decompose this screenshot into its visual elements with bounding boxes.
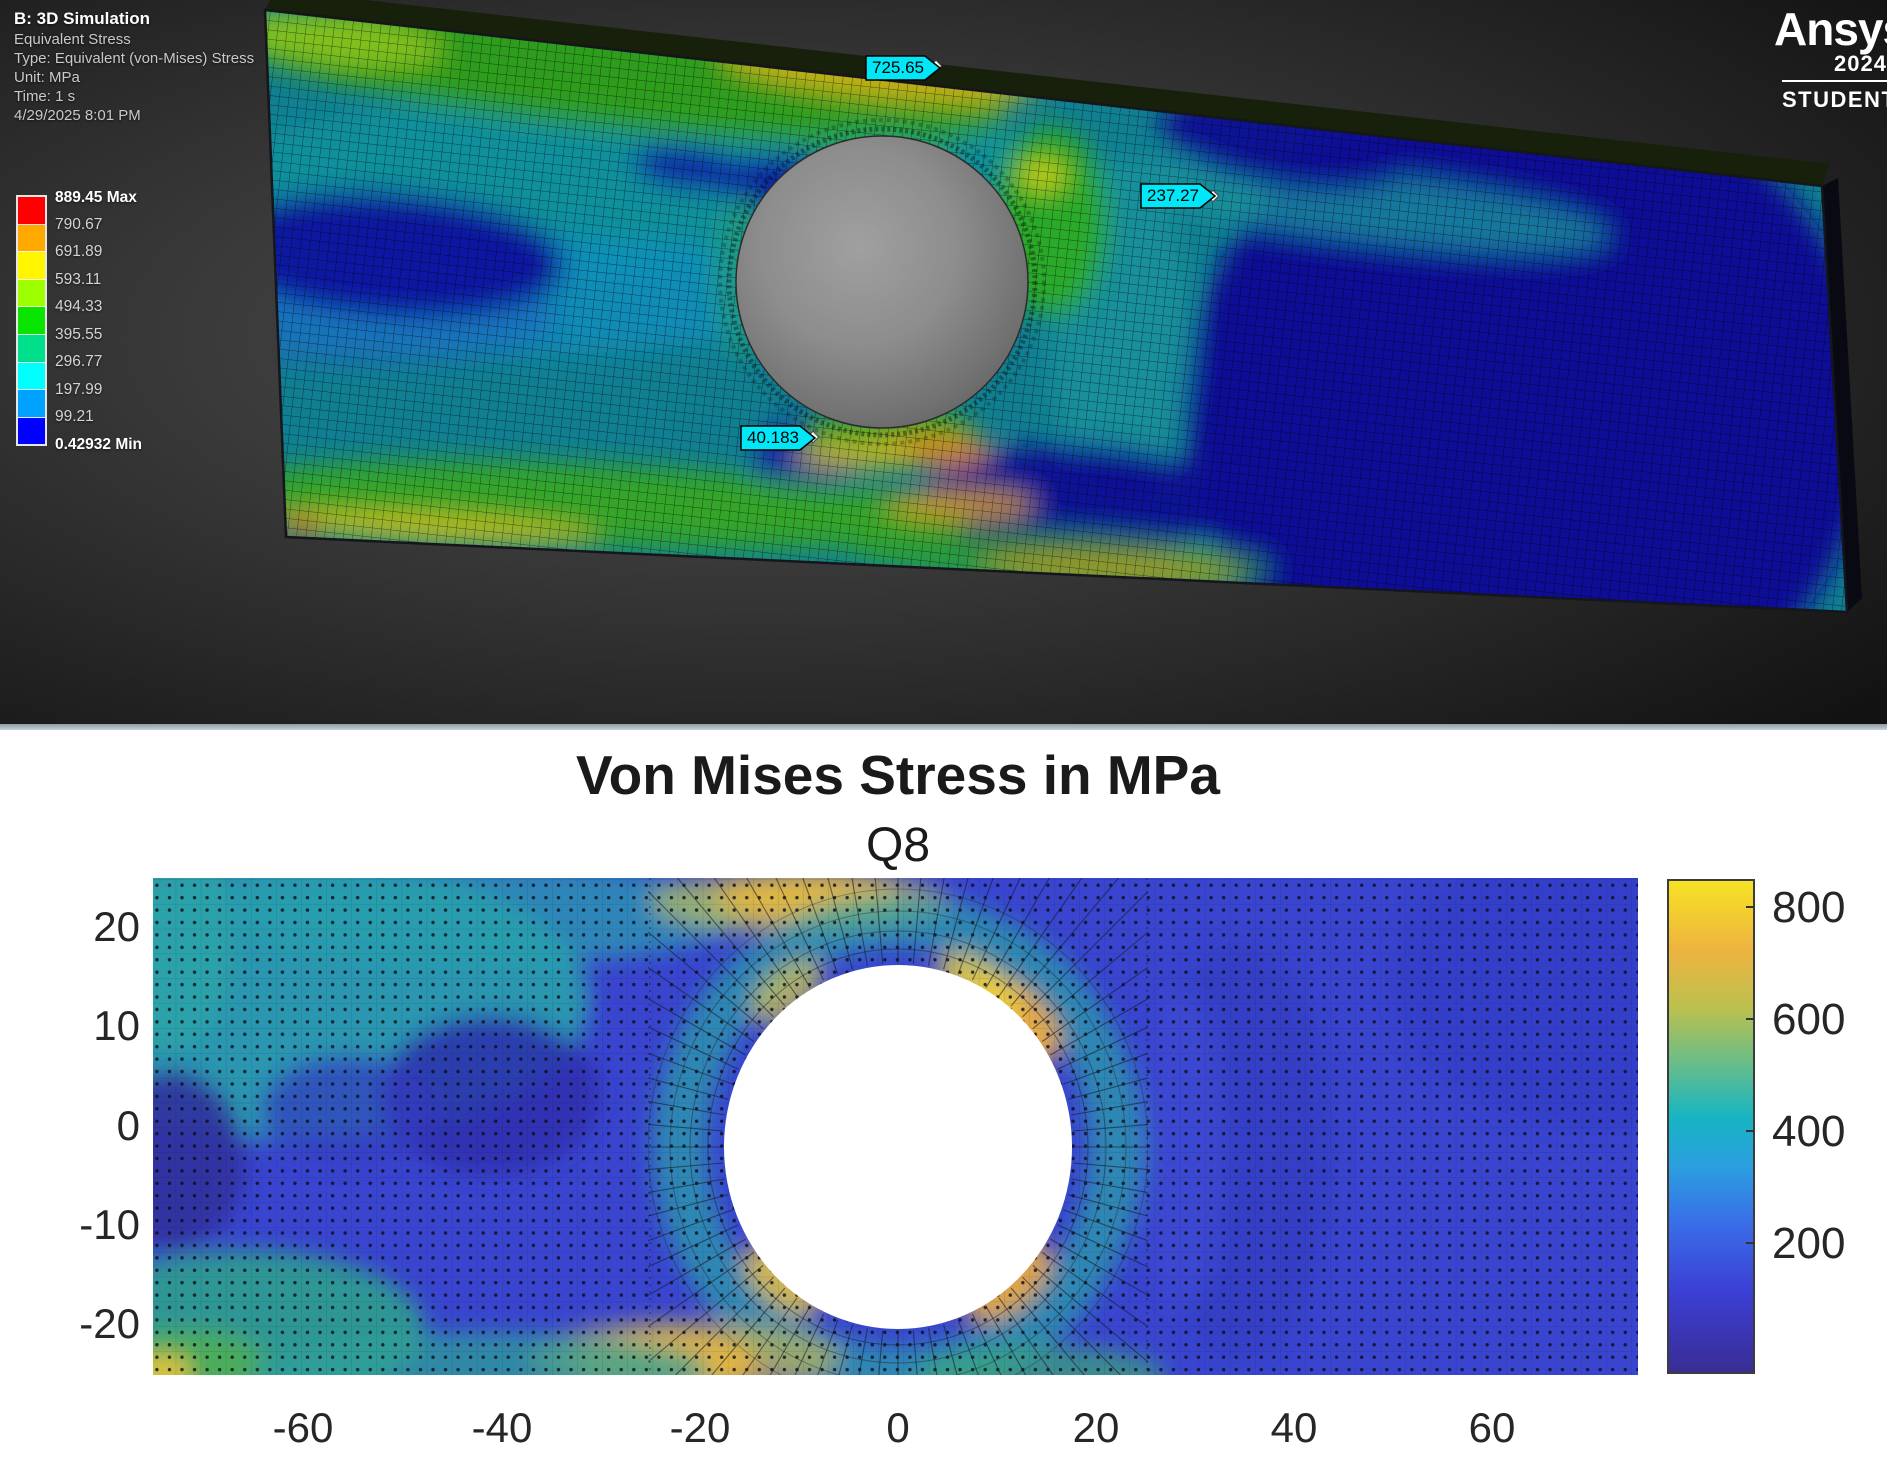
stress-field [153, 878, 1638, 1375]
analysis-title: B: 3D Simulation [14, 9, 151, 28]
x-tick-n40: -40 [472, 1404, 533, 1451]
result-name: Equivalent Stress [14, 31, 131, 48]
probe-value: 725.65 [872, 58, 924, 77]
legend-band [18, 279, 45, 308]
x-tick-0: 0 [886, 1404, 909, 1451]
result-info-block: B: 3D Simulation Equivalent Stress Type:… [14, 8, 254, 125]
legend-label: 593.11 [55, 271, 102, 288]
figure-canvas: Von Mises Stress in MPa Q8 [79, 744, 1845, 1451]
hole-rim-mesh [726, 126, 1038, 438]
colorbar-tick-800: 800 [1772, 883, 1845, 932]
y-tick-20: 20 [93, 903, 140, 950]
probe-tag-725[interactable]: 725.65 [865, 55, 945, 81]
ansys-logo-year: 2024 [1834, 51, 1887, 76]
x-tick-n20: -20 [670, 1404, 731, 1451]
legend-label: 395.55 [55, 326, 103, 343]
legend-band [18, 224, 45, 253]
probe-tag-shape [740, 425, 817, 451]
y-tick-10: 10 [93, 1002, 140, 1049]
legend-label: 99.21 [55, 408, 94, 425]
legend-band [18, 334, 45, 363]
plot-hole [724, 965, 1072, 1329]
legend-band [18, 390, 45, 418]
section-separator [0, 724, 1887, 730]
hole-rim-mesh-outer [718, 118, 1046, 446]
x-tick-20: 20 [1073, 1404, 1120, 1451]
legend-min-label: 0.42932 Min [55, 436, 143, 453]
colorbar-tick-600: 600 [1772, 995, 1845, 1044]
legend-band [18, 252, 45, 280]
result-type: Type: Equivalent (von-Mises) Stress [14, 50, 255, 67]
ansys-logo: Ansys 2024 STUDENT [1774, 6, 1887, 113]
ansys-3d-viewport[interactable]: B: 3D Simulation Equivalent Stress Type:… [0, 0, 1887, 732]
probe-value: 237.27 [1147, 186, 1199, 205]
matlab-stress-figure: Von Mises Stress in MPa Q8 [0, 730, 1887, 1468]
ansys-logo-divider [1782, 80, 1887, 82]
plate-right-face [1822, 178, 1862, 612]
colorbar-tick-200: 200 [1772, 1219, 1845, 1268]
y-tick-n20: -20 [79, 1300, 140, 1347]
result-time: Time: 1 s [14, 88, 76, 105]
legend-band [18, 307, 45, 335]
probe-tag-shape [865, 55, 942, 81]
ansys-logo-edition: STUDENT [1782, 87, 1887, 112]
figure-title: Von Mises Stress in MPa [576, 744, 1220, 806]
plate-top-face [265, 0, 1830, 186]
legend-label: 790.67 [55, 216, 103, 233]
plate-outline [263, 8, 1849, 614]
result-timestamp: 4/29/2025 8:01 PM [14, 107, 141, 124]
x-tick-60: 60 [1469, 1404, 1516, 1451]
probe-tag-237[interactable]: 237.27 [1140, 183, 1220, 209]
legend-max-label: 889.45 Max [55, 189, 137, 206]
plate-hole-surface [735, 135, 1029, 429]
probe-tag-shape [1140, 183, 1217, 209]
y-tick-0: 0 [117, 1102, 140, 1149]
legend-label: 296.77 [55, 353, 103, 370]
result-unit: Unit: MPa [14, 69, 80, 86]
contour-legend-colorbar [18, 197, 45, 445]
legend-label: 494.33 [55, 298, 103, 315]
ansys-logo-brand: Ansys [1774, 3, 1887, 55]
colorbar-tick-400: 400 [1772, 1107, 1845, 1156]
radial-mesh-spokes [648, 878, 1148, 1375]
legend-label: 691.89 [55, 243, 103, 260]
y-tick-n10: -10 [79, 1201, 140, 1248]
legend-band [18, 417, 45, 445]
probe-value: 40.183 [747, 428, 799, 447]
colorbar [1667, 879, 1755, 1374]
legend-band [18, 197, 45, 225]
figure-subtitle: Q8 [866, 819, 930, 872]
legend-label: 197.99 [55, 381, 103, 398]
x-tick-40: 40 [1271, 1404, 1318, 1451]
probe-tag-40[interactable]: 40.183 [740, 425, 820, 451]
x-tick-n60: -60 [273, 1404, 334, 1451]
ansys-render-canvas [0, 0, 1887, 732]
legend-band [18, 362, 45, 391]
